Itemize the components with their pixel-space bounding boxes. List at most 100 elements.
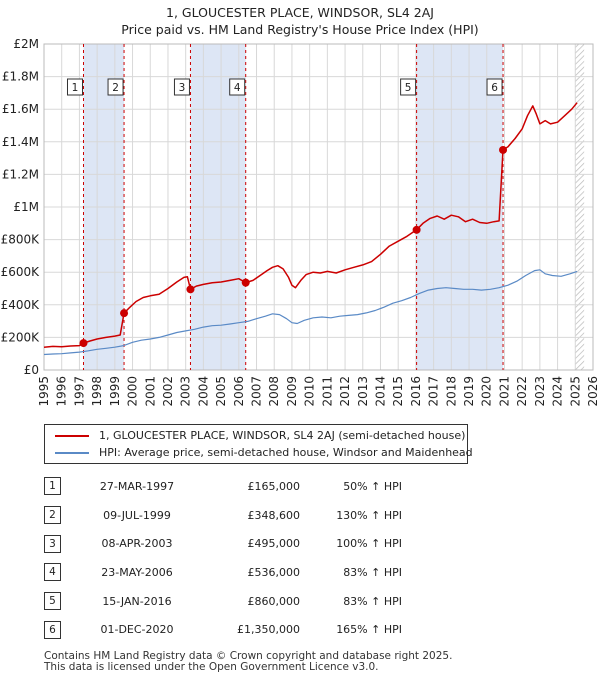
transaction-row: 4 23-MAY-2006 £536,000 83% ↑ HPI xyxy=(44,558,402,587)
x-tick-label: 1998 xyxy=(90,376,104,407)
legend-label-property: 1, GLOUCESTER PLACE, WINDSOR, SL4 2AJ (s… xyxy=(99,429,466,442)
x-tick-label: 2001 xyxy=(143,376,157,407)
plot-border xyxy=(43,43,594,371)
x-tick-label: 2023 xyxy=(533,376,547,407)
x-tick-label: 2000 xyxy=(126,376,140,407)
x-tick-label: 2026 xyxy=(586,376,600,407)
transaction-hpi-change: 130% ↑ HPI xyxy=(336,508,402,522)
transaction-price: £165,000 xyxy=(247,479,301,493)
transaction-date: 27-MAR-1997 xyxy=(99,479,175,493)
sale-number-box xyxy=(229,78,246,96)
transaction-date: 09-JUL-1999 xyxy=(103,508,171,522)
x-tick-label: 2011 xyxy=(320,376,334,407)
hpi-line xyxy=(43,269,578,356)
x-tick-label: 2012 xyxy=(338,376,352,407)
x-tick-label: 2007 xyxy=(250,376,264,407)
transaction-price: £1,350,000 xyxy=(237,623,300,637)
x-tick-label: 2003 xyxy=(179,376,193,407)
legend-item-property: 1, GLOUCESTER PLACE, WINDSOR, SL4 2AJ (s… xyxy=(55,428,465,444)
x-tick-label: 2017 xyxy=(427,376,441,407)
legend-item-hpi: HPI: Average price, semi-detached house,… xyxy=(55,445,473,461)
transaction-price: £860,000 xyxy=(247,594,301,608)
x-tick-label: 2010 xyxy=(303,376,317,407)
transaction-number: 3 xyxy=(44,534,61,553)
x-tick-label: 2013 xyxy=(356,376,370,407)
chart-title-line1: 1, GLOUCESTER PLACE, WINDSOR, SL4 2AJ xyxy=(166,5,434,20)
y-tick-label: £800K xyxy=(1,233,41,247)
legend-swatch-hpi xyxy=(55,452,89,454)
transaction-row: 3 08-APR-2003 £495,000 100% ↑ HPI xyxy=(44,529,402,558)
sale-number-box xyxy=(486,78,503,96)
x-tick-label: 2004 xyxy=(196,376,210,407)
transaction-date: 15-JAN-2016 xyxy=(102,594,172,608)
transaction-price: £536,000 xyxy=(247,565,301,579)
transaction-hpi-change: 83% ↑ HPI xyxy=(343,594,402,608)
x-tick-label: 2005 xyxy=(214,376,228,407)
y-tick-label: £600K xyxy=(1,265,41,279)
x-tick-label: 2025 xyxy=(568,376,582,407)
transaction-row: 1 27-MAR-1997 £165,000 50% ↑ HPI xyxy=(44,472,402,501)
x-tick-label: 1995 xyxy=(37,376,51,407)
x-tick-label: 2021 xyxy=(497,376,511,407)
transaction-number: 5 xyxy=(44,592,61,611)
chart-title-line2: Price paid vs. HM Land Registry's House … xyxy=(121,22,479,37)
sale-number-label: 4 xyxy=(234,82,241,94)
x-tick-label: 2019 xyxy=(462,376,476,407)
transaction-price: £495,000 xyxy=(247,537,301,551)
sale-number-label: 6 xyxy=(491,82,498,94)
transaction-price: £348,600 xyxy=(247,508,301,522)
transaction-number: 2 xyxy=(44,506,61,525)
sale-number-label: 3 xyxy=(179,82,186,94)
y-tick-label: £1.8M xyxy=(2,70,39,84)
x-tick-label: 2020 xyxy=(480,376,494,407)
transaction-date: 01-DEC-2020 xyxy=(100,623,174,637)
sale-point xyxy=(120,309,129,318)
transactions-table: 1 27-MAR-1997 £165,000 50% ↑ HPI 2 09-JUL-199… xyxy=(44,472,402,644)
y-tick-label: £2M xyxy=(13,37,39,51)
footer-licence: This data is licensed under the Open Gov… xyxy=(44,661,379,673)
legend-swatch-property xyxy=(55,435,89,437)
x-tick-label: 2018 xyxy=(444,376,458,407)
x-tick-label: 2008 xyxy=(267,376,281,407)
sale-number-label: 1 xyxy=(72,82,79,94)
x-tick-label: 2024 xyxy=(551,376,565,407)
transaction-row: 5 15-JAN-2016 £860,000 83% ↑ HPI xyxy=(44,587,402,616)
legend-label-hpi: HPI: Average price, semi-detached house,… xyxy=(99,446,473,459)
x-tick-label: 2022 xyxy=(515,376,529,407)
sale-point xyxy=(499,145,508,154)
x-tick-label: 2002 xyxy=(161,376,175,407)
sale-number-box xyxy=(173,78,190,96)
footer: Contains HM Land Registry data © Crown c… xyxy=(44,651,452,673)
x-tick-label: 1996 xyxy=(55,376,69,407)
footer-copyright: Contains HM Land Registry data © Crown c… xyxy=(44,650,453,662)
transaction-hpi-change: 83% ↑ HPI xyxy=(343,565,402,579)
sale-point xyxy=(186,285,195,294)
x-tick-label: 2006 xyxy=(232,376,246,407)
sale-point xyxy=(79,339,88,348)
transaction-hpi-change: 100% ↑ HPI xyxy=(336,537,402,551)
x-tick-label: 1999 xyxy=(108,376,122,407)
sale-number-box xyxy=(107,78,124,96)
legend: 1, GLOUCESTER PLACE, WINDSOR, SL4 2AJ (s… xyxy=(44,424,473,464)
sale-point xyxy=(241,278,250,287)
transaction-row: 6 01-DEC-2020 £1,350,000 165% ↑ HPI xyxy=(44,615,402,644)
transaction-number: 4 xyxy=(44,563,61,582)
price-chart: £0 £200K £400K £600K £800K £1M £1.2M £1.4M £1.6M… xyxy=(1,37,600,407)
sale-number-label: 5 xyxy=(405,82,412,94)
sale-number-box xyxy=(400,78,417,96)
y-tick-label: £1M xyxy=(13,200,39,214)
y-tick-label: £400K xyxy=(1,298,41,312)
x-tick-label: 1997 xyxy=(72,376,86,407)
y-tick-label: £0 xyxy=(24,363,39,377)
transaction-number: 1 xyxy=(44,477,61,496)
transaction-date: 08-APR-2003 xyxy=(101,537,173,551)
x-tick-label: 2009 xyxy=(285,376,299,407)
y-tick-label: £1.6M xyxy=(2,102,39,116)
transaction-hpi-change: 165% ↑ HPI xyxy=(336,623,402,637)
x-tick-label: 2015 xyxy=(391,376,405,407)
y-tick-label: £1.4M xyxy=(2,135,39,149)
transaction-row: 2 09-JUL-1999 £348,600 130% ↑ HPI xyxy=(44,501,402,530)
chart-title: 1, GLOUCESTER PLACE, WINDSOR, SL4 2AJ Pr… xyxy=(0,4,600,38)
y-tick-label: £200K xyxy=(1,330,41,344)
transaction-date: 23-MAY-2006 xyxy=(101,565,173,579)
